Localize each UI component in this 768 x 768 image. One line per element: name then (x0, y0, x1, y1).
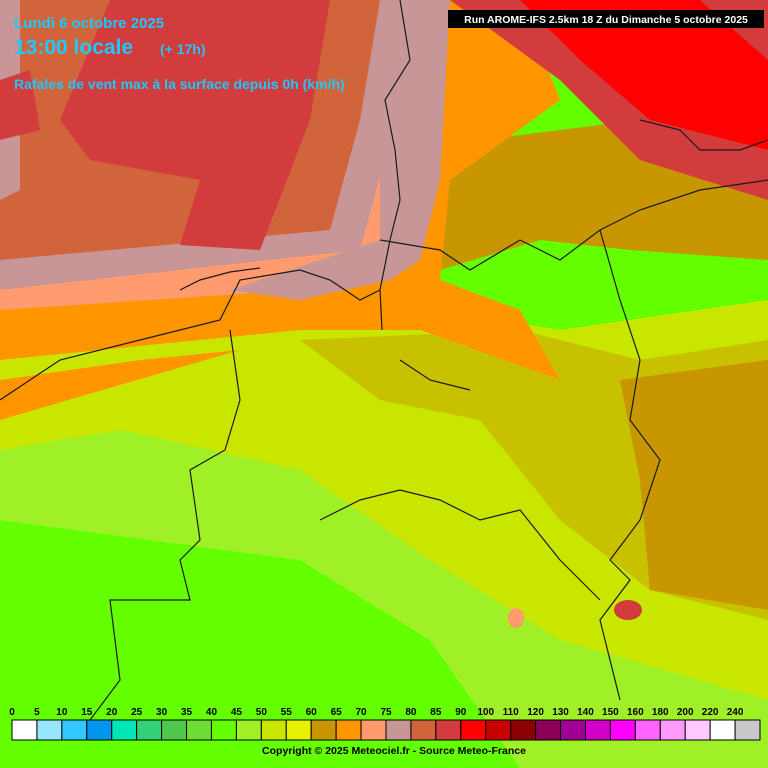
legend-label: 25 (131, 707, 143, 718)
legend-swatch (161, 719, 188, 741)
legend: 0 5 10 15 20 25 30 35 40 45 50 55 60 65 70 75 80 85 90 100 1… (9, 707, 761, 741)
field (620, 360, 768, 610)
legend-swatch (560, 719, 586, 741)
legend-label: 0 (9, 707, 15, 718)
legend-label: 100 (477, 707, 494, 718)
legend-swatch (385, 719, 412, 741)
valid-time: 13:00 locale (14, 36, 133, 59)
legend-label: 40 (206, 707, 218, 718)
legend-label: 55 (281, 707, 293, 718)
legend-swatch (11, 719, 38, 741)
legend-swatch (634, 719, 661, 741)
legend-label: 30 (156, 707, 168, 718)
run-info: Run AROME-IFS 2.5km 18 Z du Dimanche 5 o… (464, 14, 748, 26)
field (0, 350, 240, 420)
legend-label: 200 (677, 707, 694, 718)
legend-swatch (210, 719, 237, 741)
legend-swatch (510, 719, 537, 741)
legend-swatch (535, 719, 562, 741)
legend-swatch (36, 719, 63, 741)
legend-label: 35 (181, 707, 193, 718)
date: Lundi 6 octobre 2025 (14, 15, 164, 32)
legend-label: 70 (356, 707, 368, 718)
legend-swatch (310, 719, 337, 741)
field (508, 608, 524, 628)
legend-label: 65 (331, 707, 343, 718)
legend-label: 140 (577, 707, 594, 718)
legend-swatch (410, 719, 437, 741)
legend-label: 150 (602, 707, 619, 718)
field (614, 600, 642, 620)
legend-label: 10 (56, 707, 68, 718)
legend-swatch (136, 719, 163, 741)
legend-swatch (684, 719, 711, 741)
legend-swatch (609, 719, 636, 741)
legend-swatch (235, 719, 262, 741)
legend-swatch (360, 719, 387, 741)
legend-swatch (659, 719, 686, 741)
field (60, 0, 330, 250)
legend-label: 90 (455, 707, 467, 718)
legend-swatch (734, 719, 761, 741)
legend-swatch (285, 719, 312, 741)
legend-swatch (460, 719, 487, 741)
run-box (448, 10, 764, 28)
legend-label: 220 (702, 707, 719, 718)
legend-label: 130 (552, 707, 569, 718)
field (230, 0, 450, 300)
legend-swatch (186, 719, 212, 741)
legend-swatch (435, 719, 462, 741)
parameter: Rafales de vent max à la surface depuis … (14, 76, 345, 92)
borders (0, 0, 768, 721)
legend-swatch (61, 719, 88, 741)
legend-swatch (86, 719, 113, 741)
legend-label: 75 (380, 707, 392, 718)
legend-swatch (111, 719, 138, 741)
legend-label: 160 (627, 707, 644, 718)
legend-label: 45 (231, 707, 243, 718)
legend-label: 85 (430, 707, 442, 718)
legend-label: 80 (405, 707, 417, 718)
legend-swatch (709, 719, 736, 741)
legend-swatch (584, 719, 611, 741)
lead-time: (+ 17h) (160, 41, 206, 57)
legend-label: 20 (106, 707, 118, 718)
legend-swatch (335, 719, 362, 741)
legend-label: 120 (527, 707, 544, 718)
legend-swatch (485, 719, 512, 741)
legend-label: 110 (503, 707, 520, 718)
legend-label: 60 (306, 707, 318, 718)
legend-label: 240 (727, 707, 744, 718)
field (0, 70, 40, 140)
legend-swatch (260, 719, 287, 741)
copyright: Copyright © 2025 Meteociel.fr - Source M… (262, 745, 526, 757)
legend-label: 180 (652, 707, 669, 718)
legend-label: 15 (81, 707, 93, 718)
legend-label: 5 (34, 707, 40, 718)
field (520, 0, 768, 150)
legend-label: 50 (256, 707, 268, 718)
